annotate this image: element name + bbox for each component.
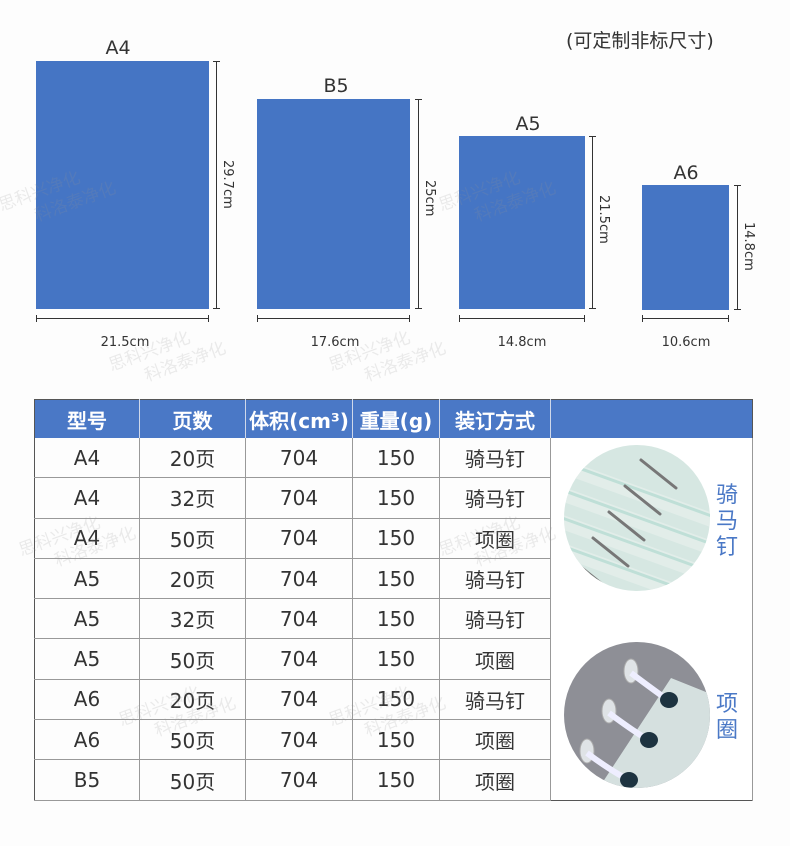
watermark: 思科兴净化科洛泰净化 [326, 327, 449, 387]
height-label-b5: 25cm [422, 180, 437, 217]
cell-pages: 50页 [139, 518, 246, 559]
binding-photos [564, 445, 710, 788]
cell-binding: 骑马钉 [439, 438, 551, 479]
cell-binding: 骑马钉 [439, 679, 551, 721]
table-row: A6 50页 704 150 项圈 [34, 719, 753, 761]
cell-model: A4 [34, 518, 140, 559]
header-binding: 装订方式 [439, 399, 551, 438]
cell-volume: 704 [245, 477, 353, 519]
table-row: A5 32页 704 150 骑马钉 [34, 598, 753, 640]
table-row: A4 50页 704 150 项圈 [34, 518, 753, 559]
cell-model: A4 [34, 438, 140, 479]
header-weight: 重量(g) [352, 399, 440, 438]
cell-weight: 150 [352, 438, 440, 479]
sheet-a6 [642, 185, 729, 310]
cell-pages: 50页 [139, 719, 246, 761]
cell-binding: 骑马钉 [439, 558, 551, 600]
cell-volume: 704 [245, 679, 353, 721]
cell-model: A4 [34, 477, 140, 519]
size-label-a4: A4 [105, 37, 131, 59]
cell-binding: 项圈 [439, 638, 551, 680]
ring-binding-label: 项圈 [715, 692, 738, 743]
cell-pages: 20页 [139, 438, 246, 479]
table-row: A5 50页 704 150 项圈 [34, 638, 753, 680]
width-dimension-a6 [642, 315, 729, 322]
width-label-a6: 10.6cm [661, 335, 711, 350]
size-label-b5: B5 [323, 75, 349, 97]
height-dimension-a6 [734, 185, 741, 310]
table-row: A4 20页 704 150 骑马钉 骑马钉 项圈 [34, 438, 753, 801]
cell-model: A6 [34, 679, 140, 721]
cell-model: A5 [34, 558, 140, 600]
cell-binding: 项圈 [439, 518, 551, 559]
cell-model: A6 [34, 719, 140, 761]
cell-weight: 150 [352, 598, 440, 640]
size-label-a5: A5 [515, 113, 541, 135]
width-dimension-b5 [257, 315, 410, 322]
cell-model: A5 [34, 598, 140, 640]
sheet-b5 [257, 99, 410, 309]
cell-pages: 32页 [139, 598, 246, 640]
cell-pages: 50页 [139, 759, 246, 801]
width-dimension-a4 [36, 315, 209, 322]
spec-table: 型号 页数 体积(cm³) 重量(g) 装订方式 A4 20页 704 150 骑马钉 … [34, 399, 753, 801]
cell-weight: 150 [352, 558, 440, 600]
table-row: A6 20页 704 150 骑马钉 [34, 679, 753, 721]
saddle-stitch-photo-icon [564, 445, 710, 591]
header-volume: 体积(cm³) [245, 399, 353, 438]
cell-volume: 704 [245, 598, 353, 640]
sheet-a4 [36, 61, 209, 309]
cell-binding: 项圈 [439, 759, 551, 801]
width-dimension-a5 [459, 315, 585, 322]
binding-images-cell: 骑马钉 项圈 [550, 438, 753, 801]
sheet-a5 [459, 136, 585, 309]
height-label-a4: 29.7cm [220, 160, 235, 209]
table-row: B5 50页 704 150 项圈 [34, 759, 753, 801]
cell-pages: 20页 [139, 558, 246, 600]
cell-volume: 704 [245, 518, 353, 559]
table-row: A5 20页 704 150 骑马钉 [34, 558, 753, 600]
height-label-a5: 21.5cm [596, 195, 611, 244]
cell-volume: 704 [245, 558, 353, 600]
height-dimension-a4 [213, 61, 220, 309]
height-label-a6: 14.8cm [741, 222, 756, 271]
cell-weight: 150 [352, 759, 440, 801]
cell-weight: 150 [352, 638, 440, 680]
cell-volume: 704 [245, 719, 353, 761]
width-label-a4: 21.5cm [100, 335, 150, 350]
size-label-a6: A6 [673, 162, 699, 184]
width-label-a5: 14.8cm [497, 335, 547, 350]
header-blank [550, 399, 753, 438]
table-row: A4 32页 704 150 骑马钉 [34, 477, 753, 519]
cell-volume: 704 [245, 638, 353, 680]
header-model: 型号 [34, 399, 140, 438]
cell-binding: 项圈 [439, 719, 551, 761]
height-dimension-a5 [589, 136, 596, 309]
cell-weight: 150 [352, 477, 440, 519]
cell-volume: 704 [245, 759, 353, 801]
table-header-row: 型号 页数 体积(cm³) 重量(g) 装订方式 [34, 399, 753, 438]
cell-model: A5 [34, 638, 140, 680]
cell-weight: 150 [352, 518, 440, 559]
header-pages: 页数 [139, 399, 246, 438]
cell-pages: 50页 [139, 638, 246, 680]
width-label-b5: 17.6cm [310, 335, 360, 350]
cell-weight: 150 [352, 679, 440, 721]
cell-pages: 20页 [139, 679, 246, 721]
saddle-stitch-label: 骑马钉 [715, 483, 738, 560]
cell-binding: 骑马钉 [439, 477, 551, 519]
cell-weight: 150 [352, 719, 440, 761]
cell-model: B5 [34, 759, 140, 801]
custom-size-note: (可定制非标尺寸) [566, 30, 714, 52]
height-dimension-b5 [415, 99, 422, 309]
cell-volume: 704 [245, 438, 353, 479]
cell-pages: 32页 [139, 477, 246, 519]
watermark: 思科兴净化科洛泰净化 [106, 327, 229, 387]
cell-binding: 骑马钉 [439, 598, 551, 640]
